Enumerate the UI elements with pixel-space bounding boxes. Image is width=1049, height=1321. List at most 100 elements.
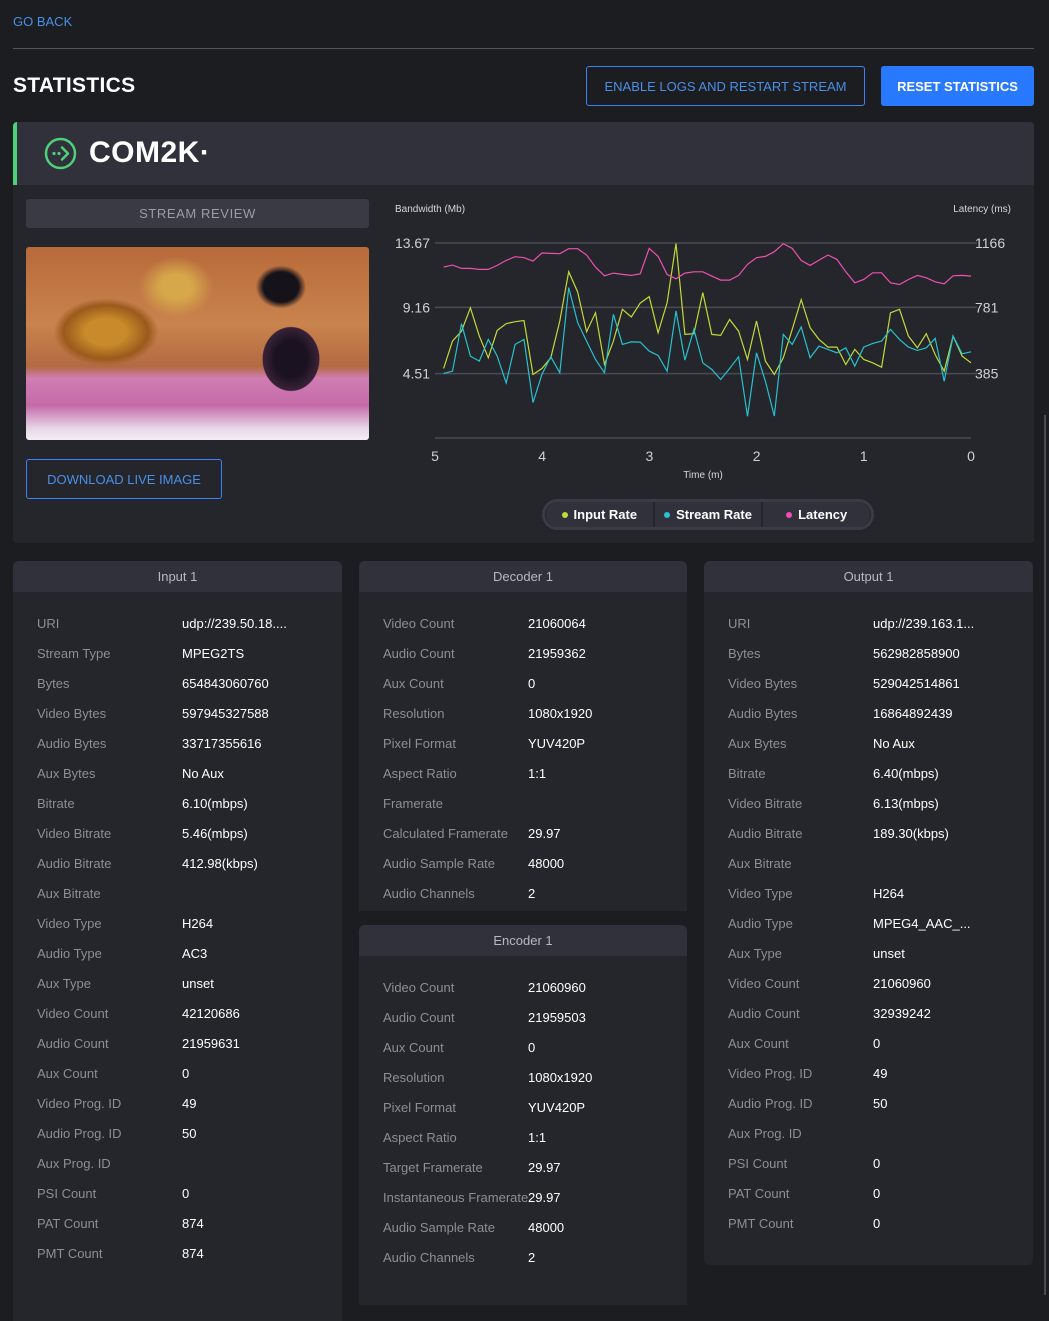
table-row: Pixel Format YUV420P: [359, 1092, 687, 1122]
row-label: PAT Count: [37, 1215, 99, 1231]
row-label: Audio Bytes: [728, 705, 798, 721]
legend-input-rate[interactable]: Input Rate: [546, 502, 653, 527]
x-tick: 2: [753, 448, 761, 464]
row-label: Aux Count: [37, 1065, 98, 1081]
row-value: 0: [182, 1185, 190, 1201]
table-row: Audio Channels 2: [359, 878, 687, 908]
row-label: URI: [728, 615, 751, 631]
row-label: PSI Count: [37, 1185, 97, 1201]
row-value: 412.98(kbps): [182, 855, 258, 871]
series-line-latency: [443, 242, 972, 286]
row-label: URI: [37, 615, 60, 631]
row-label: Calculated Framerate: [383, 825, 508, 841]
row-value: 874: [182, 1245, 204, 1261]
row-label: Audio Prog. ID: [37, 1125, 122, 1141]
table-row: Target Framerate 29.97: [359, 1152, 687, 1182]
row-label: Bytes: [728, 645, 761, 661]
table-row: Aux Bitrate: [13, 878, 342, 908]
scrollbar[interactable]: [1044, 415, 1046, 1295]
row-label: PMT Count: [37, 1245, 103, 1261]
stream-review-label: STREAM REVIEW: [26, 199, 369, 228]
row-value: 1:1: [528, 1129, 547, 1145]
legend-stream-rate[interactable]: Stream Rate: [654, 502, 762, 527]
table-row: Aux Prog. ID: [13, 1148, 342, 1178]
table-row: Bitrate 6.10(mbps): [13, 788, 342, 818]
table-row: Aux Type unset: [13, 968, 342, 998]
row-label: Audio Type: [728, 915, 793, 931]
table-row: PSI Count 0: [704, 1148, 1033, 1178]
row-value: 48000: [528, 855, 565, 871]
table-row: Aux Count 0: [359, 1032, 687, 1062]
series-line-stream-rate: [443, 287, 972, 417]
row-label: Video Count: [383, 615, 455, 631]
table-row: Framerate: [359, 788, 687, 818]
row-value: 29.97: [528, 1189, 561, 1205]
table-row: Aspect Ratio 1:1: [359, 758, 687, 788]
row-label: Resolution: [383, 705, 445, 721]
row-value: No Aux: [873, 735, 915, 751]
row-label: Aux Bitrate: [37, 885, 101, 901]
table-row: Bytes 654843060760: [13, 668, 342, 698]
table-row: Audio Type MPEG4_AAC_...: [704, 908, 1033, 938]
row-label: Video Bytes: [37, 705, 107, 721]
table-row: Video Count 21060064: [359, 608, 687, 638]
row-value: 49: [873, 1065, 888, 1081]
legend-label: Input Rate: [573, 507, 638, 522]
row-label: Video Bitrate: [37, 825, 112, 841]
table-row: Video Count 21060960: [359, 972, 687, 1002]
right-axis-label: Latency (ms): [953, 204, 1011, 215]
reset-statistics-button[interactable]: RESET STATISTICS: [881, 66, 1034, 106]
table-row: Video Type H264: [704, 878, 1033, 908]
go-back-link[interactable]: GO BACK: [13, 14, 73, 29]
table-row: PMT Count 874: [13, 1238, 342, 1268]
table-row: Bytes 562982858900: [704, 638, 1033, 668]
row-label: PMT Count: [728, 1215, 794, 1231]
x-tick: 0: [967, 448, 975, 464]
row-label: Aspect Ratio: [383, 1129, 457, 1145]
series-line-input-rate: [443, 243, 972, 376]
row-value: 529042514861: [873, 675, 960, 691]
table-row: Audio Count 32939242: [704, 998, 1033, 1028]
row-label: Audio Count: [728, 1005, 800, 1021]
row-label: Aux Prog. ID: [728, 1125, 802, 1141]
row-label: Aux Type: [728, 945, 782, 961]
table-row: Aux Prog. ID: [704, 1118, 1033, 1148]
table-row: Video Bitrate 5.46(mbps): [13, 818, 342, 848]
table-row: Video Bytes 529042514861: [704, 668, 1033, 698]
table-row: Audio Bitrate 412.98(kbps): [13, 848, 342, 878]
x-tick: 5: [431, 448, 439, 464]
row-label: Audio Channels: [383, 885, 475, 901]
output-card: Output 1 URI udp://239.163.1... Bytes 562982…: [704, 561, 1033, 1265]
y-right-tick: 781: [975, 299, 999, 315]
table-row: URI udp://239.50.18....: [13, 608, 342, 638]
row-label: Audio Channels: [383, 1249, 475, 1265]
table-row: Aux Count 0: [13, 1058, 342, 1088]
row-value: 1080x1920: [528, 705, 593, 721]
row-value: H264: [873, 885, 905, 901]
legend-latency[interactable]: Latency: [763, 502, 871, 527]
row-value: 50: [873, 1095, 888, 1111]
table-row: Stream Type MPEG2TS: [13, 638, 342, 668]
y-left-tick: 13.67: [395, 235, 430, 251]
table-row: Audio Bytes 16864892439: [704, 698, 1033, 728]
row-label: Audio Bitrate: [728, 825, 803, 841]
download-live-image-button[interactable]: DOWNLOAD LIVE IMAGE: [26, 459, 222, 499]
row-label: Aux Bytes: [37, 765, 96, 781]
table-row: Audio Sample Rate 48000: [359, 848, 687, 878]
enable-logs-button[interactable]: ENABLE LOGS AND RESTART STREAM: [586, 66, 865, 106]
row-value: 0: [873, 1185, 881, 1201]
table-row: Audio Prog. ID 50: [704, 1088, 1033, 1118]
row-value: 0: [873, 1035, 881, 1051]
row-value: 1:1: [528, 765, 547, 781]
row-value: YUV420P: [528, 735, 586, 751]
row-label: Aux Bytes: [728, 735, 787, 751]
row-label: Pixel Format: [383, 735, 456, 751]
encoder-card: Encoder 1 Video Count 21060960 Audio Count 2…: [359, 925, 687, 1305]
row-value: 0: [873, 1215, 881, 1231]
row-label: Bitrate: [37, 795, 75, 811]
row-label: Stream Type: [37, 645, 111, 661]
row-label: Instantaneous Framerate: [383, 1189, 529, 1205]
row-value: MPEG2TS: [182, 645, 245, 661]
row-label: Audio Bitrate: [37, 855, 112, 871]
row-label: Pixel Format: [383, 1099, 456, 1115]
